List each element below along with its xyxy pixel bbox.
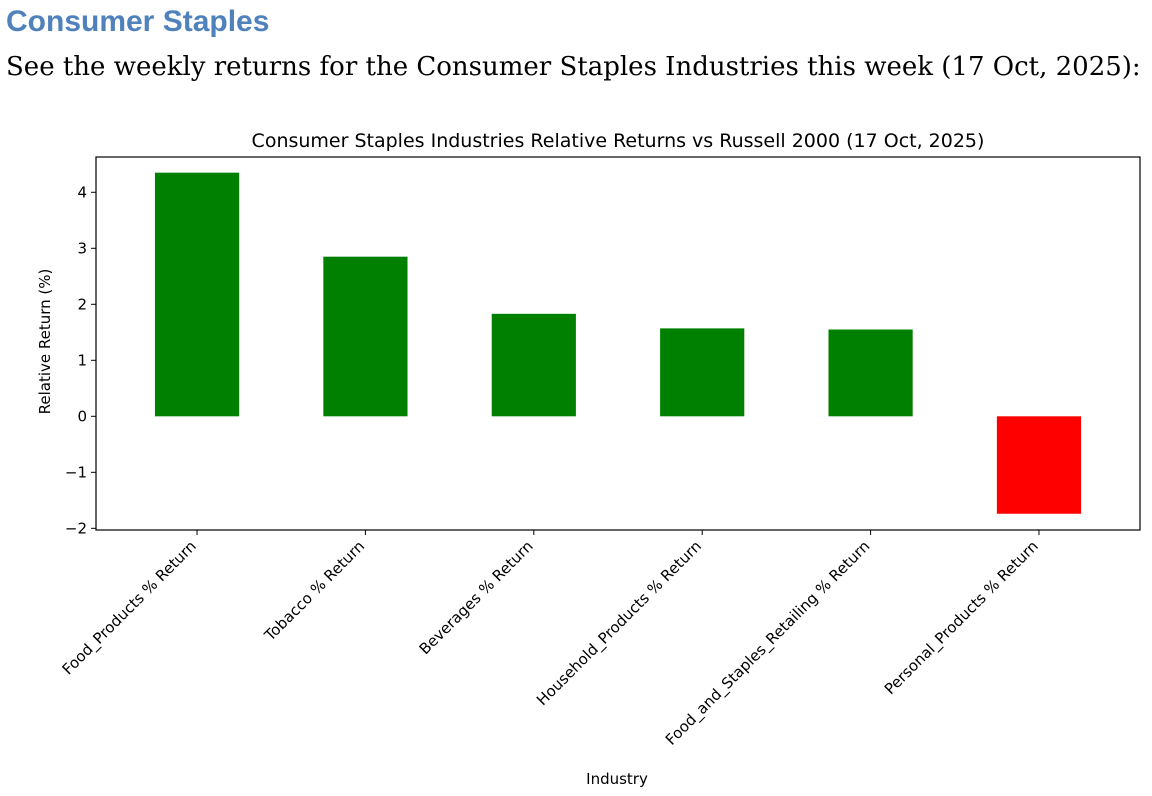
section-title: Consumer Staples [6,5,270,38]
y-tick-label-1: −1 [65,463,87,481]
axes-frame [95,156,1141,531]
x-tick-label-2: Beverages % Return [416,537,537,658]
bar-3 [660,328,745,417]
x-tick-label-5: Personal_Products % Return [881,537,1043,699]
bar-2 [491,313,576,417]
y-tick-label-6: 4 [77,183,87,201]
bar-1 [323,256,408,417]
x-tick-label-1: Tobacco % Return [260,537,368,645]
y-tick-label-0: −2 [65,519,87,537]
x-tick-label-3: Household_Products % Return [533,537,706,710]
chart-title: Consumer Staples Industries Relative Ret… [252,130,985,152]
intro-text: See the weekly returns for the Consumer … [6,52,1141,82]
x-tick-label-4: Food_and_Staples_Retailing % Return [662,537,874,749]
bar-4 [828,329,913,417]
bar-5 [996,416,1082,514]
x-tick-label-0: Food_Products % Return [59,537,201,679]
y-tick-label-4: 2 [77,295,87,313]
y-tick-label-3: 1 [77,351,87,369]
y-tick-label-2: 0 [77,407,87,425]
x-axis-label: Industry [586,770,648,788]
y-axis-label: Relative Return (%) [36,269,54,415]
y-tick-label-5: 3 [77,239,87,257]
bar-0 [154,172,240,417]
